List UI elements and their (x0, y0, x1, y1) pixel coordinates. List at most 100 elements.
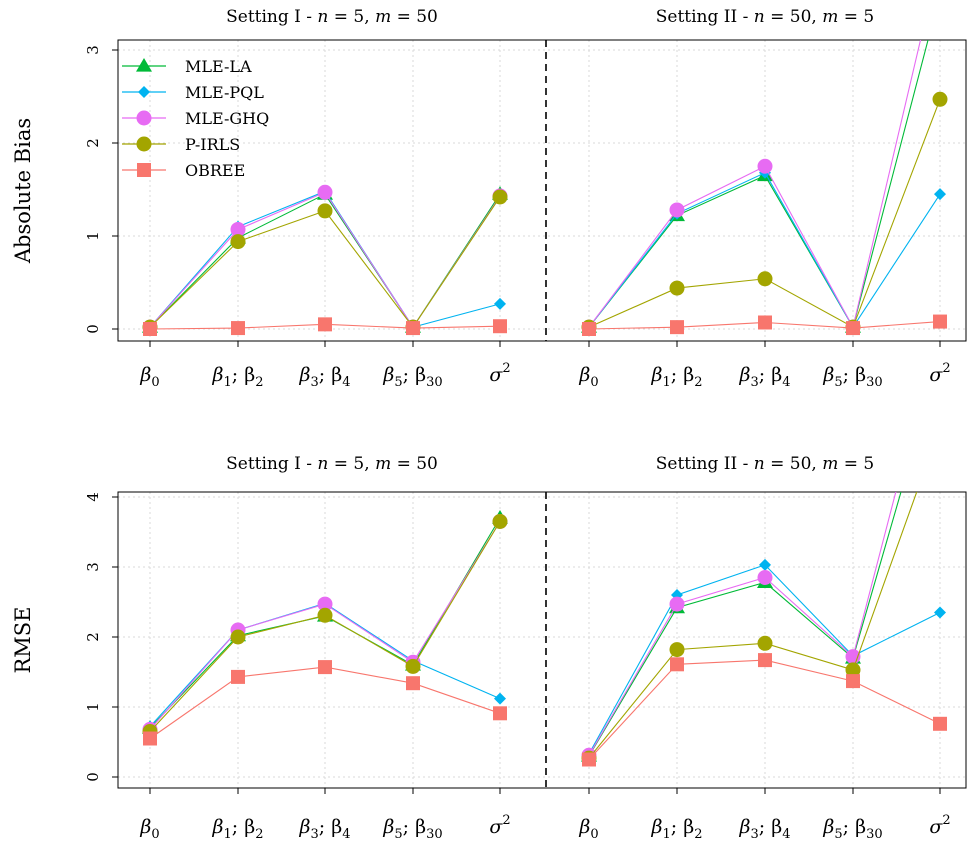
data-point (670, 657, 684, 672)
legend-marker (136, 136, 152, 152)
data-point (669, 202, 685, 218)
data-point (317, 596, 333, 612)
data-point (845, 662, 861, 678)
x-tick-label: β1; β2 (651, 816, 703, 842)
data-point (669, 596, 685, 612)
legend: MLE-LA MLE-PQL MLE-GHQ P-IRLS OBREE (122, 57, 269, 180)
series-group (142, 420, 948, 767)
y-axis-label: RMSE (11, 606, 35, 673)
x-tick-label: β0 (578, 364, 598, 390)
data-point (493, 319, 507, 334)
plot-frame (117, 39, 967, 342)
x-tick-label: β3; β4 (299, 364, 351, 390)
data-point (933, 716, 947, 731)
x-tick-label: σ2 (489, 361, 510, 386)
data-point (317, 607, 333, 623)
data-point (231, 321, 245, 336)
x-tick-label: β5; β30 (382, 364, 442, 390)
data-point (846, 321, 860, 336)
data-point (669, 280, 685, 296)
legend-label: MLE-GHQ (185, 109, 269, 128)
data-point (493, 706, 507, 721)
x-tick-label: β3; β4 (739, 364, 791, 390)
y-tick-label: 3 (84, 562, 102, 572)
panels: 0 1 2 3 β0 β0 β1; β2 β1; β2 β3; β4 β3; β4 β5; β30 β… (11, 7, 967, 842)
legend-label: MLE-LA (185, 57, 252, 76)
data-point (405, 658, 421, 674)
legend-item: MLE-LA (122, 57, 252, 76)
chart-panel: 0 1 2 3 4 β0 β0 β1; β2 β1; β2 β3; β4 β3; β4 β5; β30… (11, 420, 967, 842)
data-point (669, 642, 685, 658)
y-axis-label: Absolute Bias (11, 118, 35, 264)
data-point (670, 320, 684, 335)
data-point (758, 315, 772, 330)
x-tick-label: σ2 (929, 813, 950, 838)
data-point (757, 635, 773, 651)
legend-marker (137, 163, 151, 177)
legend-label: MLE-PQL (185, 83, 264, 102)
x-tick-label: β1; β2 (212, 816, 264, 842)
data-point (318, 317, 332, 332)
data-point (757, 271, 773, 287)
x-tick-label: β5; β30 (822, 816, 882, 842)
data-point (230, 221, 246, 237)
data-point (317, 184, 333, 200)
gridlines (118, 492, 967, 788)
data-point (231, 669, 245, 684)
y-tick-label: 1 (84, 702, 102, 712)
x-tick-label: β0 (139, 364, 159, 390)
chart-panel: 0 1 2 3 β0 β0 β1; β2 β1; β2 β3; β4 β3; β4 β5; β30 β… (11, 7, 967, 390)
data-point (317, 203, 333, 219)
x-tick-label: β5; β30 (822, 364, 882, 390)
x-tick-label: β1; β2 (651, 364, 703, 390)
y-tick-label: 3 (84, 45, 102, 55)
panel-title-left: Setting I - n = 5, m = 50 (226, 454, 438, 474)
data-point (759, 558, 771, 571)
panel-title-right: Setting II - n = 50, m = 5 (656, 7, 874, 27)
data-point (492, 514, 508, 529)
series-line (588, 492, 902, 757)
y-tick-label: 0 (84, 324, 102, 334)
x-tick-label: β3; β4 (739, 816, 791, 842)
panel-title-left: Setting I - n = 5, m = 50 (226, 7, 438, 27)
data-point (758, 653, 772, 668)
legend-item: MLE-PQL (122, 83, 264, 102)
y-tick-label: 2 (84, 138, 102, 148)
data-point (406, 321, 420, 336)
panel-title-right: Setting II - n = 50, m = 5 (656, 454, 874, 474)
data-point (494, 297, 506, 310)
legend-item: MLE-GHQ (122, 109, 269, 128)
x-tick-label: β5; β30 (382, 816, 442, 842)
x-tick-label: β1; β2 (212, 364, 264, 390)
y-tick-label: 1 (84, 231, 102, 241)
data-point (406, 676, 420, 691)
data-point (230, 629, 246, 645)
legend-marker (138, 86, 150, 98)
series-line (588, 659, 941, 760)
data-point (933, 314, 947, 329)
data-point (143, 731, 157, 746)
x-tick-label: β3; β4 (299, 816, 351, 842)
y-tick-label: 2 (84, 632, 102, 642)
legend-marker (136, 110, 152, 126)
y-tick-label: 0 (84, 772, 102, 782)
series-line (588, 99, 941, 328)
y-tick-label: 4 (84, 492, 102, 502)
series-group (142, 40, 948, 336)
data-point (757, 158, 773, 174)
data-point (933, 420, 948, 435)
data-point (582, 322, 596, 336)
x-tick-label: σ2 (489, 813, 510, 838)
gridlines (118, 40, 967, 341)
x-tick-label: β0 (578, 816, 598, 842)
data-point (230, 234, 246, 250)
data-point (494, 692, 506, 705)
legend-label: P-IRLS (185, 135, 240, 154)
data-point (492, 189, 508, 205)
legend-label: OBREE (185, 161, 245, 180)
legend-item: OBREE (122, 161, 245, 180)
data-point (846, 674, 860, 689)
data-point (143, 322, 157, 336)
data-point (318, 660, 332, 675)
